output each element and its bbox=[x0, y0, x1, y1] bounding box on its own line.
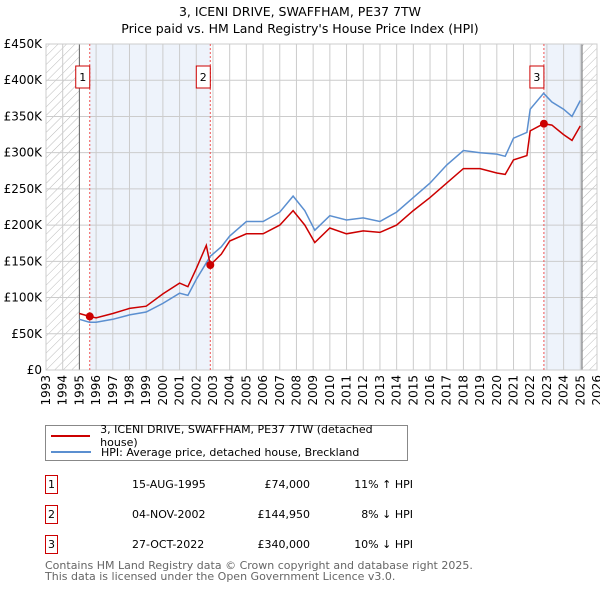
x-tick-label: 1998 bbox=[122, 375, 136, 406]
transaction-row: 2 04-NOV-2002 £144,950 8% ↓ HPI bbox=[45, 505, 445, 525]
x-tick-label: 2025 bbox=[573, 375, 587, 406]
footer-licence: This data is licensed under the Open Gov… bbox=[45, 570, 396, 583]
x-tick-label: 2008 bbox=[289, 375, 303, 406]
legend-item-property: 3, ICENI DRIVE, SWAFFHAM, PE37 7TW (deta… bbox=[51, 423, 407, 449]
y-tick-label: £0 bbox=[27, 363, 42, 377]
x-tick-label: 2023 bbox=[540, 375, 554, 406]
x-tick-label: 2011 bbox=[340, 375, 354, 406]
sale-label: 3 bbox=[533, 71, 540, 84]
sale-label-box bbox=[195, 65, 211, 89]
chart-title: 3, ICENI DRIVE, SWAFFHAM, PE37 7TW bbox=[178, 4, 422, 19]
y-tick-label: £400K bbox=[4, 73, 44, 87]
legend-label-property: 3, ICENI DRIVE, SWAFFHAM, PE37 7TW (deta… bbox=[100, 423, 373, 449]
marker-badge: 1 bbox=[45, 475, 58, 494]
sale-point bbox=[206, 260, 215, 269]
sale-label: 1 bbox=[79, 71, 86, 84]
transaction-row: 3 27-OCT-2022 £340,000 10% ↓ HPI bbox=[45, 535, 445, 555]
x-tick-label: 2005 bbox=[239, 375, 253, 406]
x-tick-label: 2021 bbox=[507, 375, 521, 406]
transaction-date: 27-OCT-2022 bbox=[132, 538, 205, 551]
chart-legend: 3, ICENI DRIVE, SWAFFHAM, PE37 7TW (deta… bbox=[45, 423, 408, 461]
x-tick-label: 2006 bbox=[256, 375, 270, 406]
marker-badge: 3 bbox=[45, 535, 58, 554]
transaction-price: £74,000 bbox=[264, 478, 311, 491]
x-tick-label: 2018 bbox=[456, 375, 470, 406]
series-line-hpi bbox=[79, 92, 581, 323]
y-tick-label: £100K bbox=[4, 291, 44, 305]
x-tick-label: 1999 bbox=[139, 375, 153, 406]
x-tick-label: 2001 bbox=[173, 375, 187, 406]
plot-border bbox=[45, 43, 598, 371]
x-tick-label: 2013 bbox=[373, 375, 387, 406]
x-tick-label: 2019 bbox=[473, 375, 487, 406]
sale-point bbox=[85, 312, 94, 321]
y-tick-label: £250K bbox=[4, 182, 44, 196]
x-tick-label: 2010 bbox=[323, 375, 337, 406]
sale-label-box bbox=[529, 65, 545, 89]
sale-point bbox=[539, 119, 548, 128]
shaded-band bbox=[543, 44, 582, 370]
x-tick-label: 2000 bbox=[156, 375, 170, 406]
x-tick-label: 1996 bbox=[89, 375, 103, 406]
sale-label: 2 bbox=[200, 71, 207, 84]
x-tick-label: 2016 bbox=[423, 375, 437, 406]
x-tick-label: 1995 bbox=[72, 375, 86, 406]
transaction-hpi-diff: 8% ↓ HPI bbox=[361, 508, 413, 521]
y-tick-label: £200K bbox=[4, 218, 44, 232]
x-tick-label: 2007 bbox=[273, 375, 287, 406]
x-tick-label: 2026 bbox=[590, 375, 600, 406]
legend-swatch-hpi bbox=[51, 451, 91, 453]
legend-item-hpi: HPI: Average price, detached house, Brec… bbox=[51, 444, 359, 460]
x-tick-label: 2003 bbox=[206, 375, 220, 406]
x-tick-label: 1994 bbox=[56, 375, 70, 406]
x-tick-label: 2004 bbox=[223, 375, 237, 406]
x-tick-label: 2012 bbox=[356, 375, 370, 406]
legend-label-hpi: HPI: Average price, detached house, Brec… bbox=[101, 445, 360, 459]
x-tick-label: 2002 bbox=[189, 375, 203, 406]
x-tick-label: 2009 bbox=[306, 375, 320, 406]
transaction-date: 15-AUG-1995 bbox=[132, 478, 206, 491]
x-tick-label: 2014 bbox=[390, 375, 404, 406]
price-chart: £0 £50K £100K £150K £200K £250K £300K £350K £400… bbox=[4, 37, 600, 406]
x-tick-label: 2024 bbox=[557, 375, 571, 406]
footer-copyright: Contains HM Land Registry data © Crown c… bbox=[45, 559, 473, 572]
y-tick-label: £300K bbox=[4, 146, 44, 160]
shaded-band bbox=[89, 44, 211, 370]
transaction-date: 04-NOV-2002 bbox=[132, 508, 206, 521]
transaction-price: £144,950 bbox=[257, 508, 311, 521]
marker-badge: 2 bbox=[45, 505, 58, 524]
chart-subtitle: Price paid vs. HM Land Registry's House … bbox=[121, 21, 479, 36]
transaction-hpi-diff: 10% ↓ HPI bbox=[354, 538, 413, 551]
x-tick-label: 1993 bbox=[39, 375, 53, 406]
transaction-price: £340,000 bbox=[257, 538, 311, 551]
hatched-region-after bbox=[581, 44, 597, 370]
transaction-hpi-diff: 11% ↑ HPI bbox=[354, 478, 413, 491]
y-tick-label: £450K bbox=[4, 37, 44, 51]
sale-label-box bbox=[75, 65, 91, 89]
x-tick-label: 2020 bbox=[490, 375, 504, 406]
footer: Contains HM Land Registry data © Crown c… bbox=[45, 560, 473, 582]
y-tick-label: £50K bbox=[11, 327, 43, 341]
transaction-row: 1 15-AUG-1995 £74,000 11% ↑ HPI bbox=[45, 475, 445, 495]
x-tick-label: 2022 bbox=[523, 375, 537, 406]
x-tick-label: 2017 bbox=[440, 375, 454, 406]
y-tick-label: £150K bbox=[4, 254, 44, 268]
x-tick-label: 2015 bbox=[406, 375, 420, 406]
y-tick-label: £350K bbox=[4, 109, 44, 123]
legend-swatch-property bbox=[51, 435, 91, 437]
series-line-property bbox=[79, 122, 581, 319]
x-tick-label: 1997 bbox=[106, 375, 120, 406]
